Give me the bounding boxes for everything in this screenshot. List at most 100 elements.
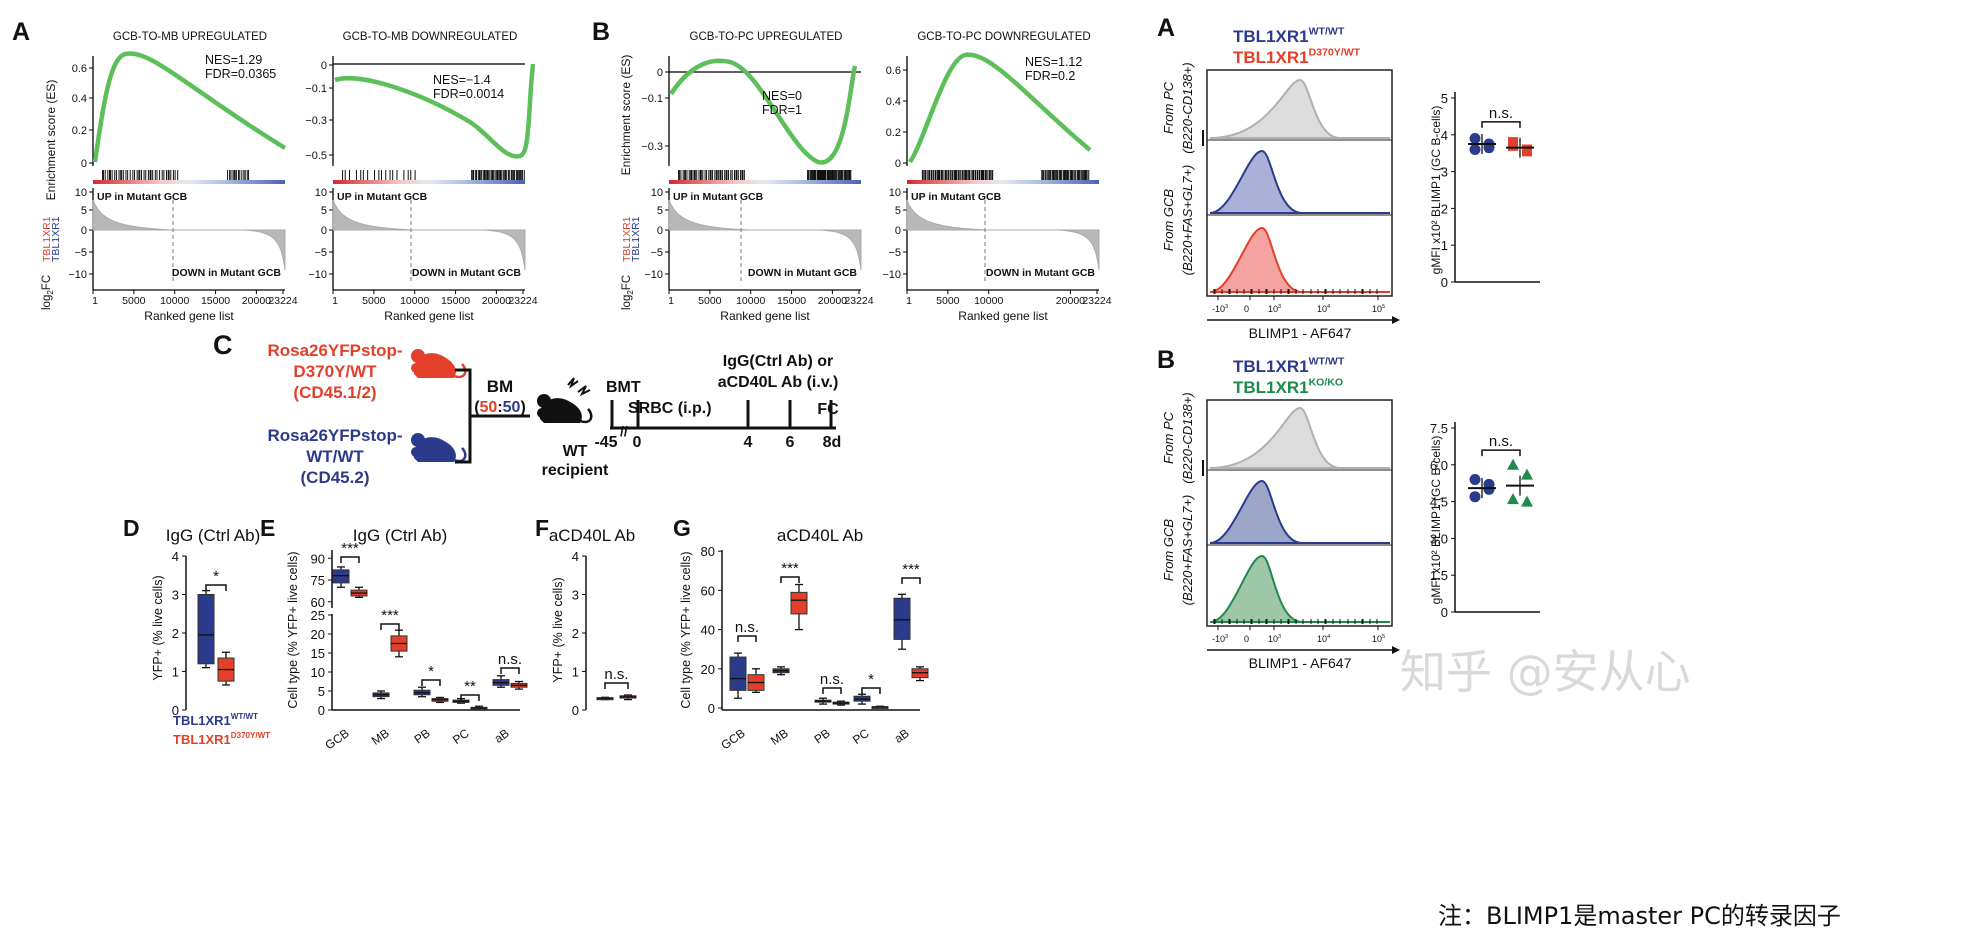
- y-axis-label: YFP+ (% live cells): [551, 577, 565, 682]
- mouse-donor-wt: [411, 433, 467, 463]
- dot-y-tick-label: 4: [1441, 128, 1448, 143]
- y-tick-label: 25: [311, 608, 325, 623]
- rank-x-tick-label: 20000: [1056, 295, 1085, 307]
- sig-bracket: [500, 667, 520, 674]
- bm-ratio-part: 50: [480, 399, 498, 416]
- label-superscript: 5: [1382, 634, 1385, 640]
- sig-label: n.s.: [604, 666, 628, 683]
- x-tick-label: 103: [1268, 634, 1281, 644]
- gsea-nes: NES=1.29: [205, 53, 262, 67]
- schematic-C: Rosa26YFPstop- D370Y/WT (CD45.1/2) Rosa26YF…: [267, 341, 841, 487]
- gsea-es-curve: [92, 51, 287, 163]
- rank-y-label-sub: 2: [626, 290, 635, 295]
- timeline-fc: FC: [817, 401, 839, 418]
- box-mut-MB: [790, 583, 808, 631]
- recipient-line1: WT: [563, 443, 588, 460]
- rank-up-label: UP in Mutant GCB: [337, 191, 428, 203]
- bm-ratio-part: :: [497, 399, 502, 416]
- box: [729, 656, 747, 691]
- sig-D: *: [205, 568, 227, 591]
- gsea-y-tick-label: 0: [81, 158, 87, 170]
- rank-y-label-log2fc: log2FC: [41, 275, 55, 310]
- label-superscript: D370Y/WT: [231, 731, 270, 740]
- rank-x-tick-label: 10000: [400, 295, 429, 307]
- label-base: TBL1XR1: [1233, 378, 1309, 397]
- label-base: TBL1XR1: [1233, 48, 1309, 67]
- gsea-plot-3: GCB-TO-PC UPREGULATED 0 −0.1 −0.3 NES=0FDR=1…: [641, 31, 873, 323]
- label-base: 10: [1372, 634, 1382, 644]
- label-superscript: WT/WT: [231, 712, 258, 721]
- sig-bracket: [205, 584, 227, 591]
- label-superscript: WT/WT: [1309, 355, 1345, 367]
- y-tick-label: 80: [701, 544, 715, 559]
- gsea-y-tick-label: 0.2: [72, 125, 87, 137]
- gsea-y-tick-label: −0.1: [641, 93, 663, 105]
- y-tick-label: 2: [172, 626, 179, 641]
- dot-y-tick-label: 0: [1441, 275, 1448, 290]
- y-tick-label: 2: [572, 626, 579, 641]
- donor-wt-line1: Rosa26YFPstop-: [267, 426, 402, 445]
- rank-x-tick-label: 23224: [268, 295, 297, 307]
- gsea-title: GCB-TO-PC DOWNREGULATED: [917, 31, 1090, 43]
- x-tick-label: 105: [1372, 304, 1385, 314]
- donor-wt-line3: (CD45.2): [301, 468, 370, 487]
- x-tick-label: -103: [1212, 304, 1228, 314]
- gsea-hit-barcode: [342, 170, 525, 180]
- data-point: [1507, 458, 1519, 470]
- sig-bracket: [460, 694, 480, 701]
- rank-x-tick-label: 10000: [160, 295, 189, 307]
- histogram-gcb-wt: [1209, 149, 1390, 214]
- gsea-title: GCB-TO-PC UPREGULATED: [690, 31, 843, 43]
- label-superscript: 4: [1327, 634, 1330, 640]
- x-category-label: aB: [492, 726, 512, 746]
- box: [893, 597, 911, 640]
- box-wt-GCB: [729, 652, 747, 699]
- row-label-pc-2: (B220-CD138+): [1180, 392, 1195, 483]
- dot-y-tick-label: 1.5: [1430, 568, 1448, 583]
- panel-title: aCD40L Ab: [549, 526, 635, 545]
- box-mut-GCB: [747, 668, 765, 693]
- timeline-break: //: [620, 423, 628, 439]
- gsea-hit-barcode: [102, 170, 250, 180]
- rank-x-tick-label: 23224: [844, 295, 873, 307]
- rank-up-label: UP in Mutant GCB: [673, 191, 764, 203]
- rank-y-tick-label: −10: [644, 269, 663, 281]
- rank-x-tick-label: 5000: [362, 295, 386, 307]
- y-tick-label: 4: [172, 549, 179, 564]
- rank-y-label-numerator: TBL1XR1: [41, 216, 53, 262]
- rank-y-tick-label: 5: [657, 205, 663, 217]
- x-tick-label: -103: [1212, 634, 1228, 644]
- y-tick-label: 1: [572, 665, 579, 680]
- sig-bracket: [1481, 121, 1521, 128]
- label-superscript: 3: [1278, 304, 1281, 310]
- y-tick-label: 10: [311, 665, 325, 680]
- y-tick-label: 90: [311, 551, 325, 566]
- dot-y-tick-label: 6.0: [1430, 458, 1448, 473]
- dot-y-axis-label: gMFI x10² BLIMP1 (GC B-cells): [1429, 436, 1443, 605]
- sig-E-aB: n.s.: [498, 651, 522, 674]
- data-point: [1521, 468, 1533, 480]
- mouse-tail: [453, 363, 467, 379]
- rank-y-tick-label: 10: [889, 187, 901, 199]
- x-axis-arrowhead: [1392, 316, 1400, 324]
- x-tick-label: 0: [1244, 634, 1249, 644]
- rank-x-tick-label: 5000: [936, 295, 960, 307]
- panel-G: aCD40L Ab 80 60 40 20 0 Cell type (% YFP+ live…: [679, 526, 929, 752]
- dot-y-tick-label: 7.5: [1430, 421, 1448, 436]
- gsea-y-tick-label: 0: [321, 60, 327, 72]
- rank-x-label: Ranked gene list: [720, 309, 810, 323]
- sig-dotplot: n.s.: [1481, 105, 1521, 128]
- panel-letter-A-right: A: [1157, 14, 1175, 42]
- rank-x-tick-label: 23224: [508, 295, 537, 307]
- label-superscript: KO/KO: [1309, 376, 1344, 388]
- gsea-y-tick-label: −0.5: [305, 150, 327, 162]
- mouse-donor-mut: [411, 349, 467, 379]
- x-category-label: MB: [369, 726, 392, 748]
- rank-y-label-log2fc: log2FC: [621, 275, 635, 310]
- label-superscript: D370Y/WT: [1309, 46, 1361, 58]
- gsea-y-tick-label: −0.1: [305, 83, 327, 95]
- x-category-label: aB: [892, 726, 912, 746]
- rank-y-tick-label: −5: [314, 247, 327, 259]
- label-superscript: 3: [1278, 634, 1281, 640]
